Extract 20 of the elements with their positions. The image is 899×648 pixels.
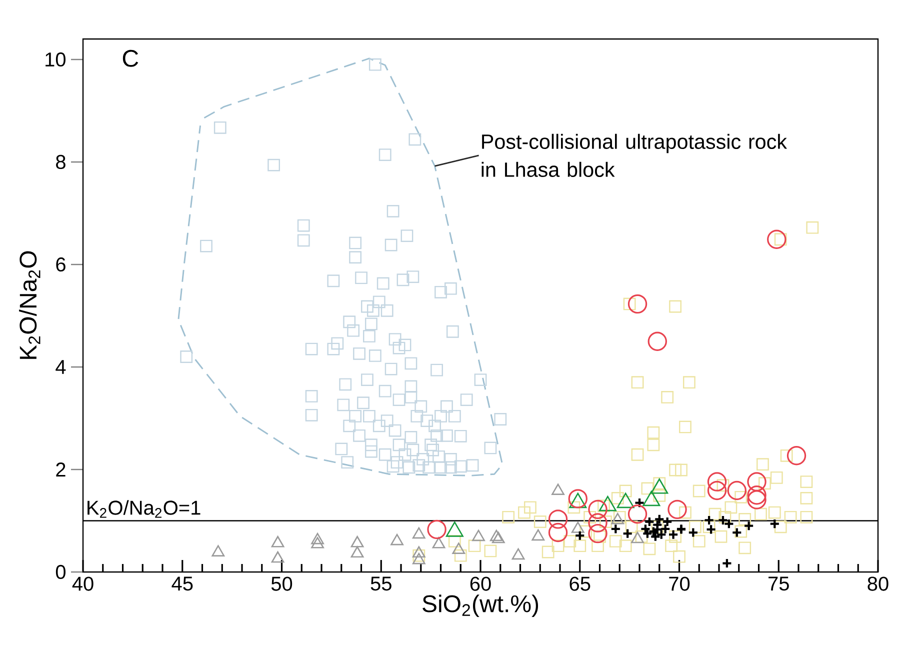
x-tick-label: 80 [868, 576, 888, 591]
y-tick-label: 6 [56, 257, 66, 272]
y-tick-label: 4 [56, 360, 66, 374]
y-tick-label: 0 [56, 564, 66, 580]
y-tick-label: 10 [46, 52, 66, 67]
y-axis-title: K$_{2}$O/Na$_{2}$O [19, 251, 40, 359]
x-tick-label: 55 [370, 576, 392, 591]
y-tick-label: 8 [56, 154, 66, 170]
annotation: Post-collisional ultrapotassic rock in Lhasa block [482, 134, 788, 178]
x-tick-label: 60 [470, 576, 491, 591]
x-tick-label: 70 [669, 576, 690, 591]
x-tick-label: 50 [271, 576, 292, 591]
x-axis-title: SiO$_{2}$(wt.%) [422, 594, 538, 618]
x-tick-label: 65 [570, 576, 590, 591]
ref-line-label: K$_{2}$O/Na$_{2}$O=1 [88, 500, 200, 518]
chart-title: C [122, 50, 138, 67]
x-tick-label: 75 [768, 576, 789, 591]
x-tick-label: 40 [72, 576, 94, 591]
y-tick-label: 2 [56, 462, 66, 476]
x-tick-label: 45 [172, 576, 193, 591]
